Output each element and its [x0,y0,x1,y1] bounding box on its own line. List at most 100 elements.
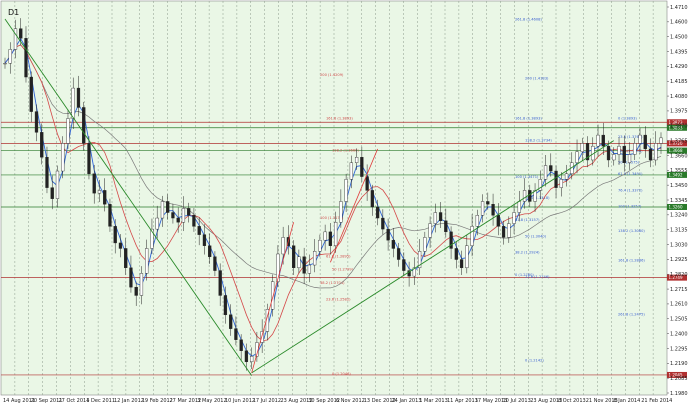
fib-label-red: 23.6 (1.2582) [326,298,351,302]
x-axis-tick-label: 19 Feb 2012 [142,398,173,404]
y-axis-tick-label: 1.3765 [670,138,688,144]
candle-body [344,179,348,202]
candle-body [202,234,207,246]
candle-body [507,223,511,238]
y-axis-tick-label: 1.2715 [670,287,688,293]
candle-body [208,245,212,257]
candle-body [307,264,312,274]
candle-body [160,201,165,219]
x-axis-tick-label: 24 Jan 2013 [392,398,422,404]
fib-label-red: 61.8 (1.2895) [326,254,351,258]
y-axis-tick-label: 1.4080 [670,94,688,100]
candle-body [45,157,49,188]
candle-body [276,253,280,282]
price-level-tag [667,140,687,147]
price-level-label: 1.3833 [669,125,683,130]
candle-body [82,107,86,144]
candle-body [318,239,322,252]
candle-body [643,134,647,150]
candle-body [239,339,243,351]
candle-body [659,137,663,144]
candle-body [528,190,532,202]
trend-lines [4,18,615,376]
x-axis-tick-label: 8 Jan 2014 [614,398,641,404]
candle-body [444,220,448,233]
candle-body [412,267,416,277]
y-axis-tick-label: 1.4500 [670,34,688,40]
price-level-tag [667,203,687,210]
y-axis-tick-label: 1.2925 [670,257,688,263]
candle-body [360,157,364,177]
fib-label-red: 100 (1.3173) [320,216,344,220]
candle-body [323,231,327,241]
candle-body [13,28,18,50]
fib-label-red: 138.2 (1.3660) [332,149,359,153]
moving-average-red [4,44,662,342]
candle-body [197,226,201,235]
candle-body [549,165,553,172]
candle-body [554,170,558,188]
candle-body [606,145,611,161]
fib-label-blue: 76.4 (1.3318) [525,196,550,200]
candle-body [449,231,453,249]
y-axis-tick-label: 1.3555 [670,168,688,174]
y-axis-tick-label: 1.2085 [670,376,688,382]
y-axis-tick-label: 1.2400 [670,331,688,337]
y-axis-tick-label: 1.2610 [670,302,688,308]
candle-body [113,226,117,244]
price-level-tag [667,124,687,131]
fib-label-blue: 161.8 (1.3893) [515,116,542,120]
candle-body [543,165,548,180]
candle-body [433,212,437,224]
candle-body [29,76,33,112]
candle-body [40,132,44,158]
fib-label-right: 100 (1.3257) [618,204,642,208]
price-level-tag [667,119,687,126]
x-axis-tick-label: 27 Oct 2011 [59,398,90,404]
candle-body [313,251,317,266]
impulse-arrow-2 [330,148,378,263]
fib-label-blue: 0 (1.2760) [515,273,534,277]
candle-body [559,179,563,188]
price-level-label: 1.2749 [669,275,683,280]
candle-body [166,201,170,213]
x-axis-tick-label: 10 Jul 2013 [503,398,531,404]
candle-body [333,221,338,246]
candle-body [475,215,479,227]
fib-label-blue: 100 (1.3471) [515,175,539,179]
candle-body [627,154,632,163]
candle-body [260,331,264,343]
candle-body [87,143,91,175]
candle-body [118,242,123,249]
y-axis-tick-label: 1.2295 [670,346,688,352]
candle-body [533,190,537,202]
candle-body [522,190,527,202]
candle-body [491,204,495,216]
candle-body [66,118,70,144]
candle-body [297,256,301,269]
price-level-label: 1.3873 [669,120,683,125]
x-axis-tick-label: 20 Sep 2011 [31,398,63,404]
x-axis-tick-label: 27 Mar 2012 [170,398,202,404]
candle-body [517,201,521,213]
price-level-label: 1.3668 [669,148,683,153]
candle-body [648,148,653,161]
candle-body [622,145,626,163]
x-axis-tick-label: 10 Jun 2012 [225,398,255,404]
candle-body [302,256,306,274]
candle-body [328,231,333,246]
x-axis-tick-label: 23 Aug 2012 [281,398,313,404]
fib-label-right: 138.2 (1.3080) [618,229,645,233]
candle-body [71,87,75,119]
candle-body [3,63,7,65]
fib-label-blue: 23.6 (1.2746) [525,275,550,279]
candle-body [486,201,490,205]
candle-body [76,87,81,108]
fib-label-red: 0 (1.2046) [332,372,351,376]
fib-label-right: 161.8 (1.2866) [618,258,645,262]
fib-label-red: 200 (1.4209) [320,73,344,77]
x-axis-tick-label: 13 Dec 2012 [364,398,396,404]
